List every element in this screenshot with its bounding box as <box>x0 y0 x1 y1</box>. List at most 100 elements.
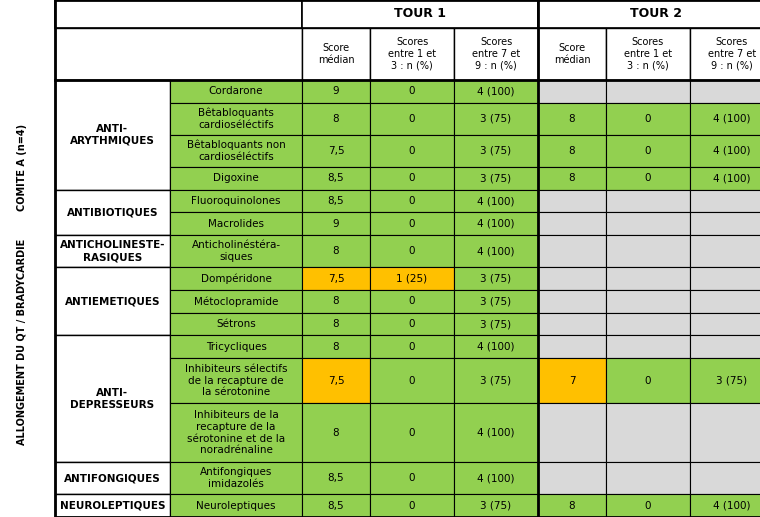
Bar <box>454 103 538 135</box>
Bar <box>370 358 454 403</box>
Text: 0: 0 <box>644 114 651 124</box>
Text: 8: 8 <box>333 114 339 124</box>
Text: 0: 0 <box>644 146 651 156</box>
Text: Scores
entre 1 et
3 : n (%): Scores entre 1 et 3 : n (%) <box>388 37 436 71</box>
Bar <box>454 267 538 290</box>
Bar <box>55 80 170 190</box>
Text: 0: 0 <box>409 500 415 511</box>
Text: 0: 0 <box>409 296 415 307</box>
Bar <box>454 358 538 403</box>
Bar <box>606 103 690 135</box>
Bar <box>302 267 370 290</box>
Text: Scores
entre 1 et
3 : n (%): Scores entre 1 et 3 : n (%) <box>624 37 672 71</box>
Bar <box>606 358 690 403</box>
Text: 0: 0 <box>409 342 415 352</box>
Bar <box>538 403 606 462</box>
Text: 8: 8 <box>333 342 339 352</box>
Bar <box>606 267 690 290</box>
Bar <box>690 403 760 462</box>
Text: 8,5: 8,5 <box>328 500 344 511</box>
Text: Antifongiques
imidazolés: Antifongiques imidazolés <box>200 467 272 489</box>
Bar <box>370 494 454 517</box>
Bar <box>606 167 690 190</box>
Text: 8: 8 <box>568 173 575 184</box>
Bar <box>170 190 302 212</box>
Text: 0: 0 <box>409 173 415 184</box>
Text: Cordarone: Cordarone <box>209 86 263 96</box>
Text: 8: 8 <box>568 114 575 124</box>
Bar <box>170 290 302 313</box>
Text: 8,5: 8,5 <box>328 173 344 184</box>
Bar <box>606 462 690 494</box>
Text: 0: 0 <box>409 114 415 124</box>
Text: Tricycliques: Tricycliques <box>205 342 267 352</box>
Text: TOUR 1: TOUR 1 <box>394 8 446 21</box>
Bar <box>454 313 538 336</box>
Bar <box>170 267 302 290</box>
Text: 8: 8 <box>568 146 575 156</box>
Bar <box>690 336 760 358</box>
Bar <box>302 313 370 336</box>
Bar <box>302 290 370 313</box>
Bar <box>690 358 760 403</box>
Bar <box>454 235 538 267</box>
Text: 3 (75): 3 (75) <box>717 376 748 386</box>
Bar <box>302 0 538 28</box>
Bar <box>55 336 170 462</box>
Bar <box>454 403 538 462</box>
Text: 4 (100): 4 (100) <box>713 173 751 184</box>
Text: 3 (75): 3 (75) <box>480 500 511 511</box>
Bar <box>454 167 538 190</box>
Text: 4 (100): 4 (100) <box>477 428 515 438</box>
Bar <box>55 494 170 517</box>
Bar <box>170 403 302 462</box>
Bar <box>690 212 760 235</box>
Bar <box>690 28 760 80</box>
Bar <box>454 135 538 167</box>
Bar <box>55 28 302 80</box>
Bar <box>454 336 538 358</box>
Bar <box>538 290 606 313</box>
Text: Inhibiteurs sélectifs
de la recapture de
la sérotonine: Inhibiteurs sélectifs de la recapture de… <box>185 364 287 398</box>
Bar <box>302 103 370 135</box>
Bar <box>690 80 760 103</box>
Bar <box>370 190 454 212</box>
Text: 0: 0 <box>409 219 415 229</box>
Text: 3 (75): 3 (75) <box>480 146 511 156</box>
Bar <box>170 336 302 358</box>
Text: 7,5: 7,5 <box>328 146 344 156</box>
Text: 3 (75): 3 (75) <box>480 296 511 307</box>
Bar <box>170 167 302 190</box>
Text: Scores
entre 7 et
9 : n (%): Scores entre 7 et 9 : n (%) <box>708 37 756 71</box>
Bar <box>55 0 302 28</box>
Bar <box>370 336 454 358</box>
Bar <box>302 212 370 235</box>
Bar <box>370 290 454 313</box>
Text: Anticholinéstéra-
siques: Anticholinéstéra- siques <box>192 240 280 262</box>
Text: 8: 8 <box>333 246 339 256</box>
Text: 7,5: 7,5 <box>328 376 344 386</box>
Text: 8: 8 <box>333 319 339 329</box>
Bar <box>302 135 370 167</box>
Bar <box>170 80 302 103</box>
Bar <box>690 135 760 167</box>
Bar <box>454 290 538 313</box>
Bar <box>170 313 302 336</box>
Text: Macrolides: Macrolides <box>208 219 264 229</box>
Bar <box>370 235 454 267</box>
Bar <box>538 0 760 28</box>
Bar <box>454 494 538 517</box>
Bar <box>606 403 690 462</box>
Bar <box>690 167 760 190</box>
Text: 7: 7 <box>568 376 575 386</box>
Text: 0: 0 <box>409 473 415 483</box>
Bar <box>606 28 690 80</box>
Bar <box>454 80 538 103</box>
Text: Sétrons: Sétrons <box>216 319 256 329</box>
Text: 0: 0 <box>409 428 415 438</box>
Text: 9: 9 <box>333 219 339 229</box>
Text: 4 (100): 4 (100) <box>713 500 751 511</box>
Text: 4 (100): 4 (100) <box>713 114 751 124</box>
Bar <box>454 212 538 235</box>
Bar <box>170 462 302 494</box>
